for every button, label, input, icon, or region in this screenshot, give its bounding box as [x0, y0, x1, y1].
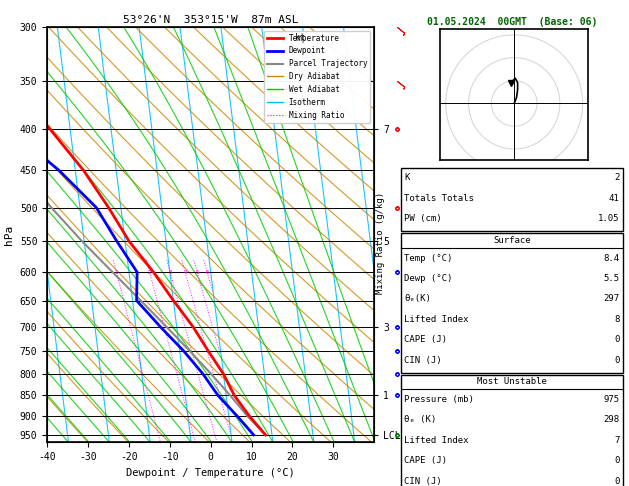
Text: © weatheronline.co.uk: © weatheronline.co.uk [460, 472, 565, 481]
Text: CAPE (J): CAPE (J) [404, 335, 447, 344]
Text: CIN (J): CIN (J) [404, 477, 442, 486]
Text: 8.4: 8.4 [603, 254, 620, 262]
Text: θₑ(K): θₑ(K) [404, 295, 431, 303]
Text: Temp (°C): Temp (°C) [404, 254, 453, 262]
Text: 298: 298 [603, 416, 620, 424]
Text: Pressure (mb): Pressure (mb) [404, 395, 474, 404]
Text: 975: 975 [603, 395, 620, 404]
Text: 0: 0 [614, 335, 620, 344]
Text: 3: 3 [169, 270, 172, 275]
Text: Totals Totals: Totals Totals [404, 194, 474, 203]
Text: 2: 2 [614, 174, 620, 182]
Text: 7: 7 [614, 436, 620, 445]
Title: 53°26'N  353°15'W  87m ASL: 53°26'N 353°15'W 87m ASL [123, 15, 299, 25]
Text: CIN (J): CIN (J) [404, 356, 442, 364]
Y-axis label: hPa: hPa [4, 225, 14, 244]
Legend: Temperature, Dewpoint, Parcel Trajectory, Dry Adiabat, Wet Adiabat, Isotherm, Mi: Temperature, Dewpoint, Parcel Trajectory… [264, 31, 370, 122]
Text: 8: 8 [614, 315, 620, 324]
Text: 297: 297 [603, 295, 620, 303]
Text: Surface: Surface [493, 236, 531, 245]
Text: K: K [404, 174, 410, 182]
Text: 1.05: 1.05 [598, 214, 620, 223]
Text: Lifted Index: Lifted Index [404, 315, 469, 324]
Text: Dewp (°C): Dewp (°C) [404, 274, 453, 283]
Text: 0: 0 [614, 456, 620, 465]
Text: 41: 41 [609, 194, 620, 203]
Text: 1: 1 [114, 270, 118, 275]
Text: Most Unstable: Most Unstable [477, 378, 547, 386]
Text: 5.5: 5.5 [603, 274, 620, 283]
Text: 2: 2 [148, 270, 152, 275]
Text: Lifted Index: Lifted Index [404, 436, 469, 445]
Text: θₑ (K): θₑ (K) [404, 416, 437, 424]
X-axis label: Dewpoint / Temperature (°C): Dewpoint / Temperature (°C) [126, 468, 295, 478]
Text: PW (cm): PW (cm) [404, 214, 442, 223]
Text: CAPE (J): CAPE (J) [404, 456, 447, 465]
Text: 6: 6 [205, 270, 209, 275]
Text: 01.05.2024  00GMT  (Base: 06): 01.05.2024 00GMT (Base: 06) [428, 17, 598, 27]
Text: 0: 0 [614, 356, 620, 364]
Text: 4: 4 [184, 270, 187, 275]
Y-axis label: km
ASL: km ASL [417, 224, 435, 245]
Text: 5: 5 [196, 270, 199, 275]
Text: 0: 0 [614, 477, 620, 486]
Text: Mixing Ratio (g/kg): Mixing Ratio (g/kg) [376, 192, 385, 294]
Text: kt: kt [294, 33, 304, 42]
